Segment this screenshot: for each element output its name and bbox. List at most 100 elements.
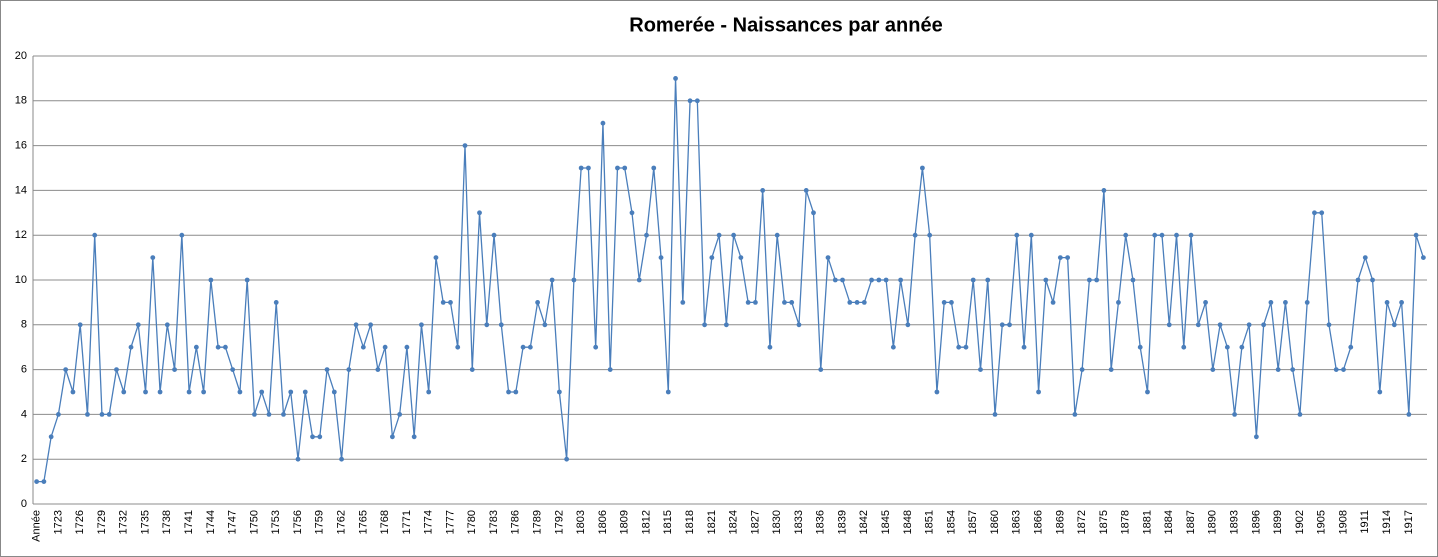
data-point <box>382 344 388 350</box>
x-tick-label: 1899 <box>1272 510 1284 534</box>
data-point <box>854 300 860 305</box>
data-point <box>1377 389 1383 395</box>
data-point <box>571 277 577 283</box>
x-tick-label: 1732 <box>118 510 130 534</box>
x-tick-label: 1726 <box>74 510 86 534</box>
data-point <box>1239 344 1245 350</box>
y-tick-label: 4 <box>21 408 27 420</box>
data-point <box>426 389 432 395</box>
data-point <box>368 322 374 328</box>
data-point <box>484 322 490 328</box>
data-point <box>346 367 352 372</box>
data-point <box>694 98 700 104</box>
data-point <box>1224 344 1230 350</box>
data-point <box>578 165 584 171</box>
data-point <box>1065 255 1071 260</box>
data-point <box>796 322 802 328</box>
data-point <box>985 277 991 283</box>
x-tick-label: 1851 <box>924 510 936 534</box>
data-point <box>513 389 519 395</box>
data-point <box>520 344 526 350</box>
data-point <box>1188 232 1194 238</box>
data-point <box>767 344 773 350</box>
data-point <box>208 277 214 283</box>
data-point <box>302 389 308 395</box>
data-point <box>1145 389 1150 395</box>
data-point <box>607 367 613 372</box>
data-point <box>1101 188 1107 193</box>
data-point <box>1297 412 1303 417</box>
data-point <box>1210 367 1216 372</box>
data-point <box>1116 300 1121 305</box>
data-point <box>1021 344 1027 350</box>
data-point <box>63 367 69 372</box>
x-tick-label: 1777 <box>444 510 456 534</box>
data-point <box>963 344 969 350</box>
data-point <box>324 367 330 372</box>
data-point <box>179 232 185 238</box>
y-tick-label: 10 <box>15 274 27 286</box>
data-point <box>273 300 279 305</box>
data-point <box>477 210 482 216</box>
data-point <box>956 344 962 350</box>
data-point <box>1072 412 1078 417</box>
data-point <box>339 456 344 462</box>
x-tick-label: 1896 <box>1250 510 1262 534</box>
data-point <box>687 98 693 104</box>
chart-title: Romerée - Naissances par année <box>629 14 943 36</box>
x-tick-label: 1735 <box>139 510 151 534</box>
data-point <box>375 367 381 372</box>
data-point <box>1174 232 1179 238</box>
data-point <box>506 389 511 395</box>
data-point <box>360 344 366 350</box>
x-tick-label: 1887 <box>1185 510 1197 534</box>
data-point <box>1283 300 1288 305</box>
data-point <box>600 120 606 126</box>
data-point <box>259 389 265 395</box>
data-point <box>389 434 395 440</box>
y-tick-label: 12 <box>15 229 27 241</box>
data-point <box>34 479 40 484</box>
data-point <box>433 255 439 260</box>
data-point <box>978 367 983 372</box>
data-point <box>48 434 54 440</box>
data-point <box>1253 434 1259 440</box>
data-point <box>237 389 243 395</box>
data-point <box>723 322 729 328</box>
x-tick-label: 1872 <box>1076 510 1088 534</box>
y-tick-label: 16 <box>15 140 27 152</box>
data-point <box>440 300 446 305</box>
data-point <box>615 165 620 171</box>
x-tick-label: 1830 <box>771 510 783 534</box>
x-tick-label: 1884 <box>1163 510 1175 534</box>
data-point <box>629 210 635 216</box>
data-point <box>223 344 228 350</box>
x-tick-label: 1809 <box>619 510 631 534</box>
data-point <box>651 165 657 171</box>
y-tick-label: 8 <box>21 319 27 331</box>
y-tick-label: 20 <box>15 50 27 62</box>
data-point <box>128 344 134 350</box>
data-point <box>883 277 889 283</box>
data-point <box>753 300 758 305</box>
data-point <box>564 456 570 462</box>
data-point <box>310 434 315 440</box>
x-tick-label: 1845 <box>880 510 892 534</box>
data-point <box>1123 232 1129 238</box>
x-tick-label: 1881 <box>1141 510 1153 534</box>
data-point <box>70 389 76 395</box>
data-point <box>745 300 751 305</box>
data-point <box>1355 277 1361 283</box>
data-point <box>295 456 301 462</box>
data-point <box>731 232 737 238</box>
data-point <box>491 232 497 238</box>
data-point <box>1420 255 1426 260</box>
data-point <box>85 412 90 417</box>
data-point <box>1159 232 1165 238</box>
data-point <box>542 322 548 328</box>
data-point <box>99 412 105 417</box>
x-tick-label: 1744 <box>205 510 217 534</box>
x-tick-label: 1783 <box>488 510 500 534</box>
x-tick-label: 1902 <box>1294 510 1306 534</box>
